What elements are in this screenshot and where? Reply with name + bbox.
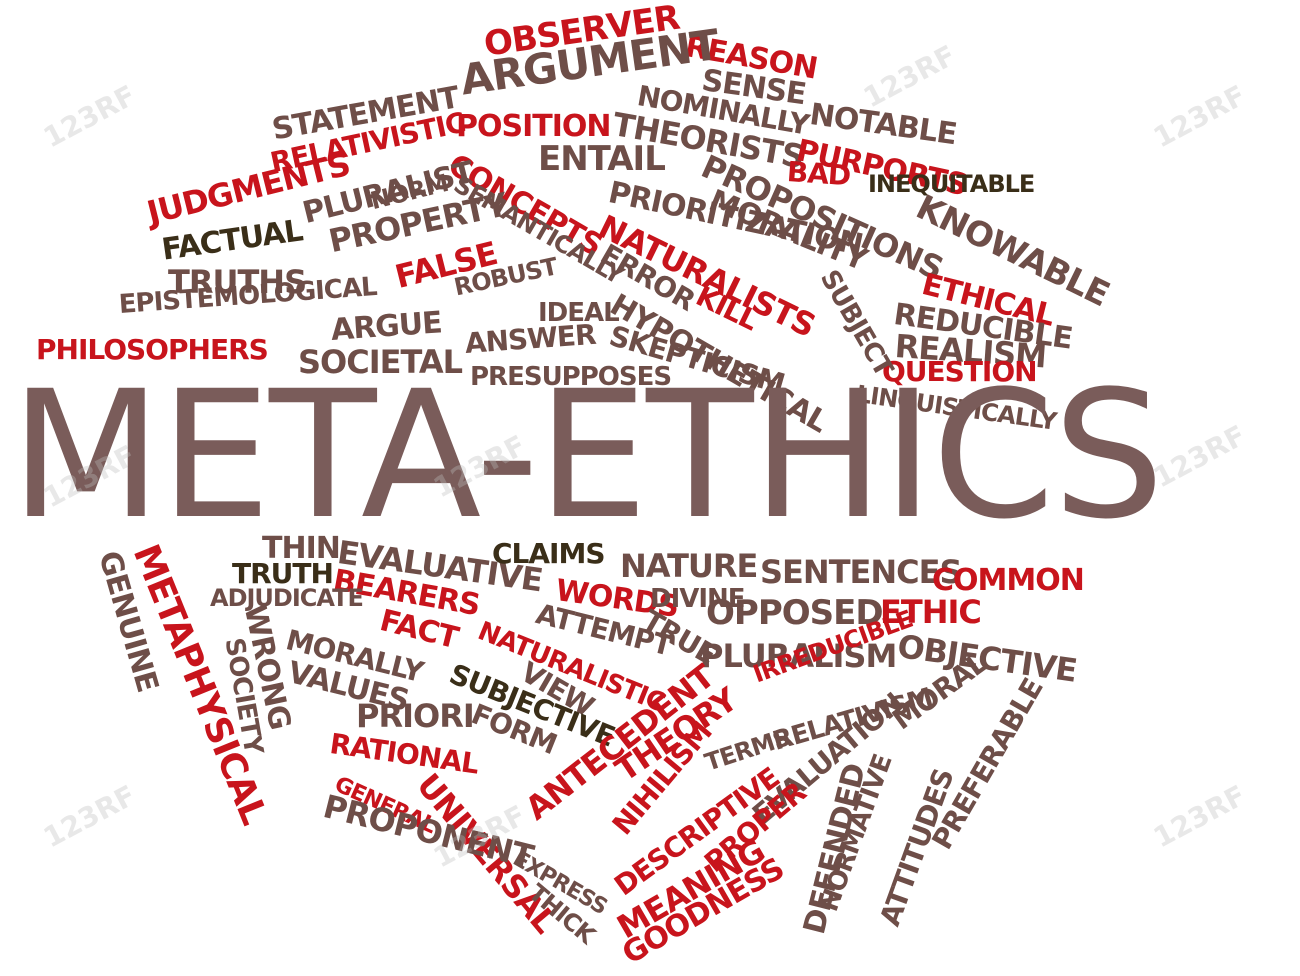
word-truth: TRUTH — [232, 557, 334, 590]
word-common: COMMON — [932, 563, 1085, 598]
word-rational: RATIONAL — [327, 727, 481, 781]
word-ethic: ETHIC — [880, 593, 982, 631]
word-entail: ENTAIL — [538, 139, 666, 179]
word-objective: OBJECTIVE — [895, 627, 1079, 690]
word-ideal: IDEAL — [538, 298, 620, 328]
watermark: 123RF — [1148, 778, 1252, 855]
watermark: 123RF — [1148, 78, 1252, 155]
watermark: 123RF — [38, 78, 142, 155]
word-terms: TERMS — [701, 723, 794, 777]
word-pluralism: PLURALISM — [700, 637, 897, 675]
word-opposed: OPPOSED — [706, 593, 884, 633]
word-nature: NATURE — [620, 547, 758, 585]
word-societal: SOCIETAL — [298, 343, 463, 381]
word-adjudicate: ADJUDICATE — [210, 584, 364, 612]
word-thin: THIN — [262, 531, 341, 566]
word-philosophers: PHILOSOPHERS — [36, 333, 269, 366]
word-truths: TRUTHS — [168, 263, 307, 301]
main-title: META-ETHICS — [10, 353, 1165, 558]
word-argue: ARGUE — [329, 305, 443, 348]
word-position: POSITION — [456, 109, 611, 144]
watermark: 123RF — [38, 778, 142, 855]
word-presupposes: PRESUPPOSES — [470, 362, 672, 392]
word-inequitable: INEQUITABLE — [868, 170, 1035, 198]
word-question: QUESTION — [882, 355, 1038, 388]
word-sentences: SENTENCES — [760, 553, 963, 591]
watermark: 123RF — [858, 38, 962, 115]
word-divine: DIVINE — [650, 584, 746, 614]
word-priori: PRIORI — [356, 697, 475, 735]
word-claims: CLAIMS — [492, 537, 606, 570]
